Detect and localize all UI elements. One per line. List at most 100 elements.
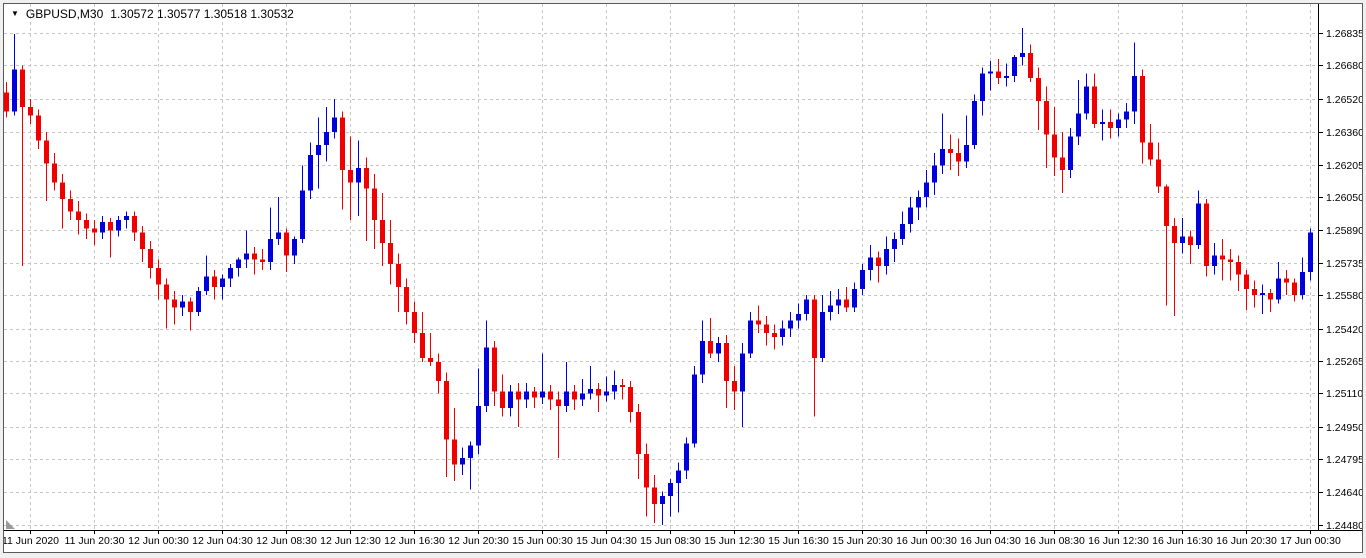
bear-candle-body (1244, 274, 1249, 289)
time-axis-label: 16 Jun 12:30 (1088, 535, 1149, 547)
bull-candle-body (484, 347, 489, 406)
bear-candle-body (1188, 236, 1193, 246)
bull-candle-body (316, 144, 321, 156)
bear-candle-body (1140, 75, 1145, 143)
price-axis-label: 1.25735 (1326, 258, 1362, 270)
bull-candle-body (788, 320, 793, 329)
bull-candle-body (820, 311, 825, 358)
bull-candle-body (908, 207, 913, 225)
bear-candle-body (76, 211, 81, 220)
bull-candle-body (884, 249, 889, 266)
bear-candle-body (420, 332, 425, 358)
grid-layer (4, 4, 1318, 530)
bear-candle-body (1028, 52, 1033, 78)
bull-candle-body (300, 190, 305, 239)
bear-candle-body (340, 117, 345, 170)
bull-candle-body (1116, 119, 1121, 129)
bull-candle-body (204, 276, 209, 292)
time-axis-label: 12 Jun 12:30 (320, 535, 381, 547)
bull-candle-body (676, 470, 681, 484)
bull-candle-body (1260, 293, 1265, 296)
bear-candle-body (1156, 159, 1161, 187)
price-axis-label: 1.24950 (1326, 422, 1362, 434)
price-axis-label: 1.24480 (1326, 520, 1362, 532)
bull-candle-body (1212, 255, 1217, 266)
bear-candle-body (996, 71, 1001, 78)
bear-candle-body (1148, 142, 1153, 160)
bull-candle-body (668, 483, 673, 496)
bear-candle-body (724, 343, 729, 381)
bear-candle-body (500, 391, 505, 409)
bull-candle-body (660, 495, 665, 505)
bull-candle-body (852, 288, 857, 308)
bull-candle-body (12, 69, 17, 112)
bear-candle-body (876, 257, 881, 266)
bear-candle-body (28, 107, 33, 116)
bull-candle-body (700, 341, 705, 375)
bull-candle-body (972, 100, 977, 145)
bull-candle-body (524, 391, 529, 400)
time-axis-label: 11 Jun 2020 (4, 535, 59, 547)
bear-candle-body (572, 391, 577, 400)
bull-candle-body (780, 328, 785, 337)
bull-candle-body (836, 299, 841, 306)
bear-candle-body (428, 357, 433, 363)
bear-candle-body (1172, 226, 1177, 243)
bull-candle-body (604, 391, 609, 396)
bear-candle-body (260, 259, 265, 262)
bear-candle-body (1044, 100, 1049, 135)
bear-candle-body (1220, 255, 1225, 260)
bull-candle-body (564, 391, 569, 406)
bear-candle-body (1292, 282, 1297, 296)
candlestick-chart[interactable]: 1.26835 1.26680 1.26520 1.26360 1.26205 1.260… (4, 4, 1362, 552)
bull-candle-body (268, 238, 273, 262)
time-axis-label: 12 Jun 08:30 (256, 535, 317, 547)
bear-candle-body (1108, 121, 1113, 129)
bull-candle-body (1276, 278, 1281, 300)
bear-candle-body (452, 439, 457, 465)
bull-candle-body (460, 458, 465, 465)
bear-candle-body (156, 268, 161, 285)
ohlc-values-label: 1.30572 1.30577 1.30518 1.30532 (110, 7, 294, 21)
bull-candle-body (356, 167, 361, 183)
price-axis-label: 1.26680 (1326, 60, 1362, 72)
bull-candle-body (324, 132, 329, 145)
price-axis-label: 1.26520 (1326, 94, 1362, 106)
time-axis-label: 16 Jun 20:30 (1216, 535, 1277, 547)
bear-candle-body (1228, 259, 1233, 262)
bear-candle-body (844, 299, 849, 308)
bear-candle-body (60, 182, 65, 200)
bull-candle-body (1100, 121, 1105, 124)
time-axis-label: 15 Jun 04:30 (576, 535, 637, 547)
axes-layer: 1.26835 1.26680 1.26520 1.26360 1.26205 1.260… (4, 4, 1362, 547)
bull-candle-body (980, 73, 985, 101)
bear-candle-body (812, 299, 817, 358)
bear-candle-body (644, 453, 649, 488)
chart-title-bar: ▼ GBPUSD,M30 1.30572 1.30577 1.30518 1.3… (11, 7, 294, 21)
time-axis-label: 16 Jun 04:30 (960, 535, 1021, 547)
bull-candle-body (740, 353, 745, 392)
symbol-dropdown-icon[interactable]: ▼ (11, 9, 19, 18)
bull-candle-body (924, 182, 929, 197)
bear-candle-body (1164, 186, 1169, 227)
bull-candle-body (228, 268, 233, 279)
bull-candle-body (1004, 75, 1009, 78)
bull-candle-body (1076, 113, 1081, 137)
bear-candle-body (380, 219, 385, 243)
bear-candle-body (372, 188, 377, 220)
bear-candle-body (52, 163, 57, 183)
bull-candle-body (1180, 236, 1185, 243)
price-axis-label: 1.25110 (1326, 388, 1362, 400)
price-axis-label: 1.26360 (1326, 127, 1362, 139)
bear-candle-body (556, 399, 561, 406)
bear-candle-body (84, 219, 89, 229)
bull-candle-body (468, 445, 473, 459)
bear-candle-body (188, 301, 193, 312)
bear-candle-body (1036, 77, 1041, 101)
bear-candle-body (212, 276, 217, 287)
bear-candle-body (44, 140, 49, 164)
bear-candle-body (532, 391, 537, 398)
bull-candle-body (1308, 232, 1313, 273)
bull-candle-body (964, 144, 969, 162)
time-axis-label: 15 Jun 16:30 (768, 535, 829, 547)
